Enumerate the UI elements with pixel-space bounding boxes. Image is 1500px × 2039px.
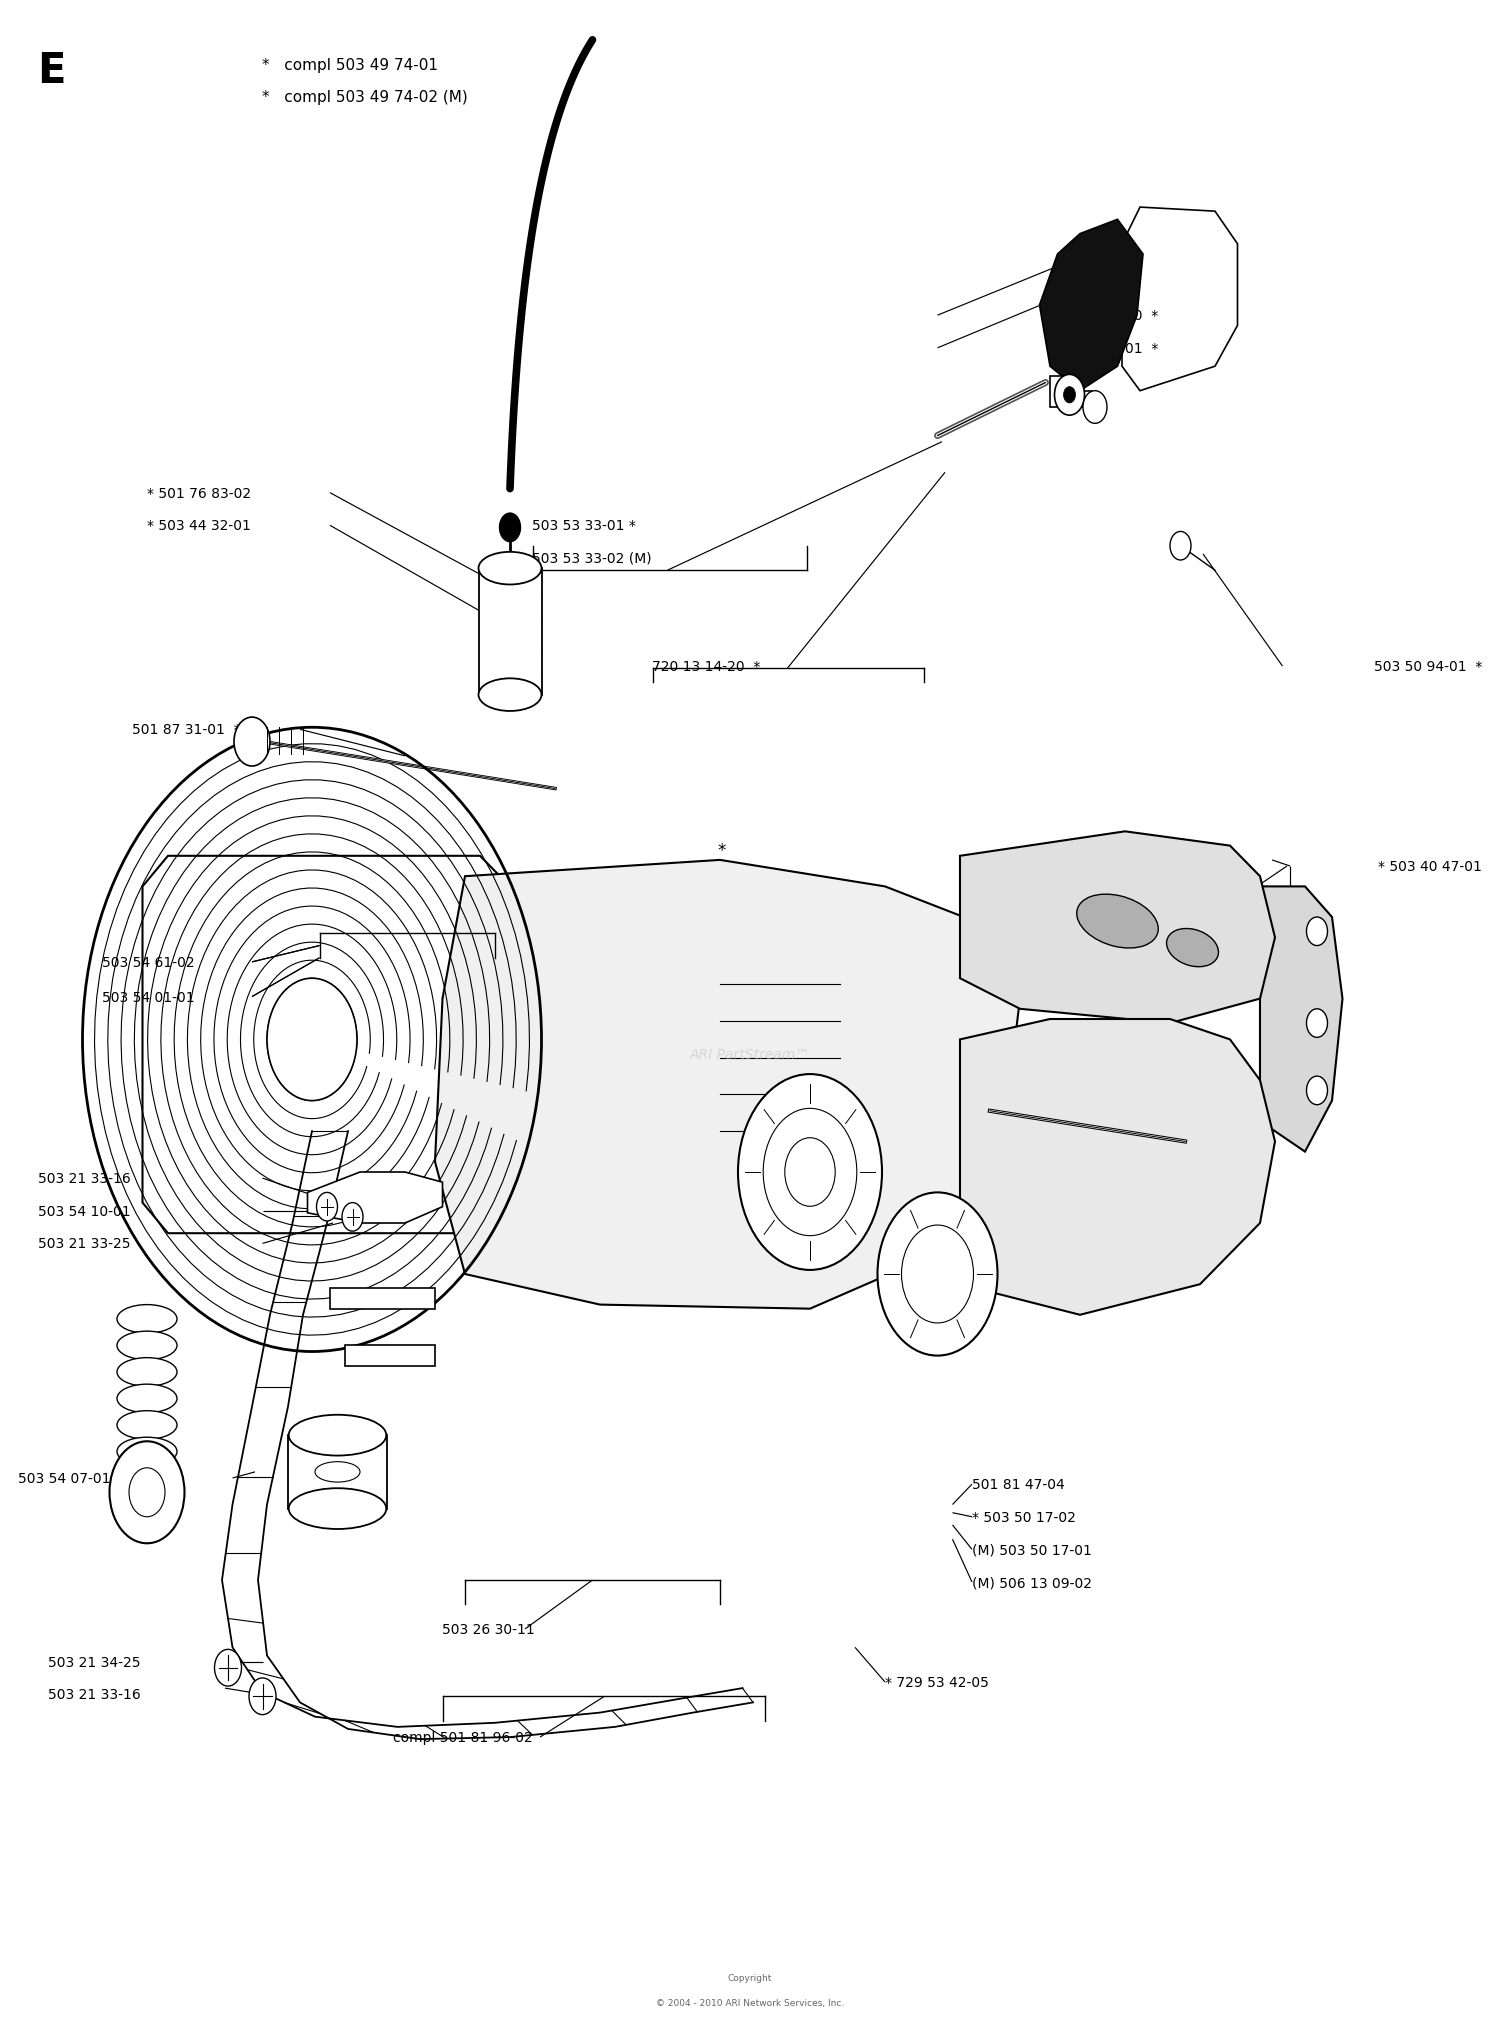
Ellipse shape [1077, 895, 1158, 948]
Text: 720 12 40-20  *: 720 12 40-20 * [1050, 310, 1158, 322]
Text: 503 50 93-01  *: 503 50 93-01 * [1050, 343, 1158, 355]
Circle shape [234, 718, 270, 767]
Polygon shape [960, 1020, 1275, 1315]
Text: 503 21 33-16: 503 21 33-16 [38, 1172, 130, 1185]
Ellipse shape [117, 1331, 177, 1360]
Text: *   compl 503 49 74-01: * compl 503 49 74-01 [262, 57, 438, 73]
Text: 501 81 47-04: 501 81 47-04 [972, 1478, 1065, 1491]
Text: * 729 53 42-05: * 729 53 42-05 [885, 1676, 989, 1688]
Circle shape [1170, 532, 1191, 561]
Ellipse shape [117, 1464, 177, 1493]
Circle shape [1083, 391, 1107, 424]
Text: 503 53 33-02 (M): 503 53 33-02 (M) [532, 553, 652, 565]
Text: (M) 506 13 09-02: (M) 506 13 09-02 [972, 1576, 1092, 1588]
Ellipse shape [1167, 930, 1218, 966]
Polygon shape [345, 1346, 435, 1366]
Text: compl 501 81 96-02: compl 501 81 96-02 [393, 1731, 532, 1743]
Polygon shape [308, 1172, 442, 1223]
Text: 503 21 33-16: 503 21 33-16 [48, 1688, 141, 1701]
Text: 503 26 30-11: 503 26 30-11 [442, 1623, 536, 1635]
Circle shape [110, 1442, 184, 1544]
Text: 503 54 10-01: 503 54 10-01 [38, 1205, 130, 1217]
Ellipse shape [117, 1384, 177, 1413]
Circle shape [1306, 1009, 1328, 1038]
Circle shape [214, 1650, 242, 1686]
Circle shape [500, 514, 520, 542]
Text: E: E [38, 51, 66, 92]
Text: *   compl 503 49 74-02 (M): * compl 503 49 74-02 (M) [262, 90, 468, 106]
Polygon shape [435, 860, 1020, 1309]
Circle shape [342, 1203, 363, 1232]
Text: * 503 44 32-01: * 503 44 32-01 [147, 520, 250, 532]
Ellipse shape [288, 1415, 387, 1456]
Text: 503 21 33-25: 503 21 33-25 [38, 1238, 130, 1250]
Text: * 503 50 17-02: * 503 50 17-02 [972, 1511, 1076, 1523]
Circle shape [1054, 375, 1084, 416]
Text: 720 13 14-20  *: 720 13 14-20 * [652, 661, 760, 673]
Text: (M) 503 50 17-01: (M) 503 50 17-01 [972, 1544, 1092, 1556]
Text: 503 21 34-25: 503 21 34-25 [48, 1656, 141, 1668]
Text: Copyright: Copyright [728, 1974, 772, 1982]
Circle shape [1306, 1077, 1328, 1105]
Text: * 503 40 47-01: * 503 40 47-01 [1378, 860, 1482, 873]
Ellipse shape [478, 553, 542, 585]
Ellipse shape [117, 1305, 177, 1334]
Polygon shape [330, 1289, 435, 1309]
Text: ARI PartStream™: ARI PartStream™ [690, 1048, 810, 1060]
Ellipse shape [478, 679, 542, 712]
Circle shape [1064, 387, 1076, 404]
Polygon shape [960, 832, 1275, 1024]
Text: 501 87 31-01  *: 501 87 31-01 * [132, 724, 240, 736]
Text: © 2004 - 2010 ARI Network Services, Inc.: © 2004 - 2010 ARI Network Services, Inc. [656, 1998, 844, 2006]
Bar [478, 569, 542, 695]
Circle shape [267, 979, 357, 1101]
Text: 503 54 07-01: 503 54 07-01 [18, 1472, 111, 1484]
Ellipse shape [288, 1488, 387, 1529]
Text: * 501 76 83-02: * 501 76 83-02 [147, 487, 250, 500]
Polygon shape [1050, 377, 1092, 408]
Text: 503 54 61-02: 503 54 61-02 [102, 956, 195, 969]
Text: 503 53 33-01 *: 503 53 33-01 * [532, 520, 636, 532]
Ellipse shape [117, 1411, 177, 1440]
Polygon shape [1040, 220, 1143, 391]
Ellipse shape [117, 1437, 177, 1466]
Text: 503 54 01-01: 503 54 01-01 [102, 991, 195, 1003]
Text: *: * [717, 842, 726, 858]
Polygon shape [1260, 887, 1342, 1152]
Circle shape [738, 1075, 882, 1270]
Polygon shape [142, 856, 510, 1234]
Circle shape [1306, 918, 1328, 946]
Circle shape [878, 1193, 998, 1356]
Ellipse shape [117, 1358, 177, 1387]
Circle shape [249, 1678, 276, 1715]
Circle shape [316, 1193, 338, 1221]
Text: 503 50 94-01  *: 503 50 94-01 * [1374, 661, 1482, 673]
